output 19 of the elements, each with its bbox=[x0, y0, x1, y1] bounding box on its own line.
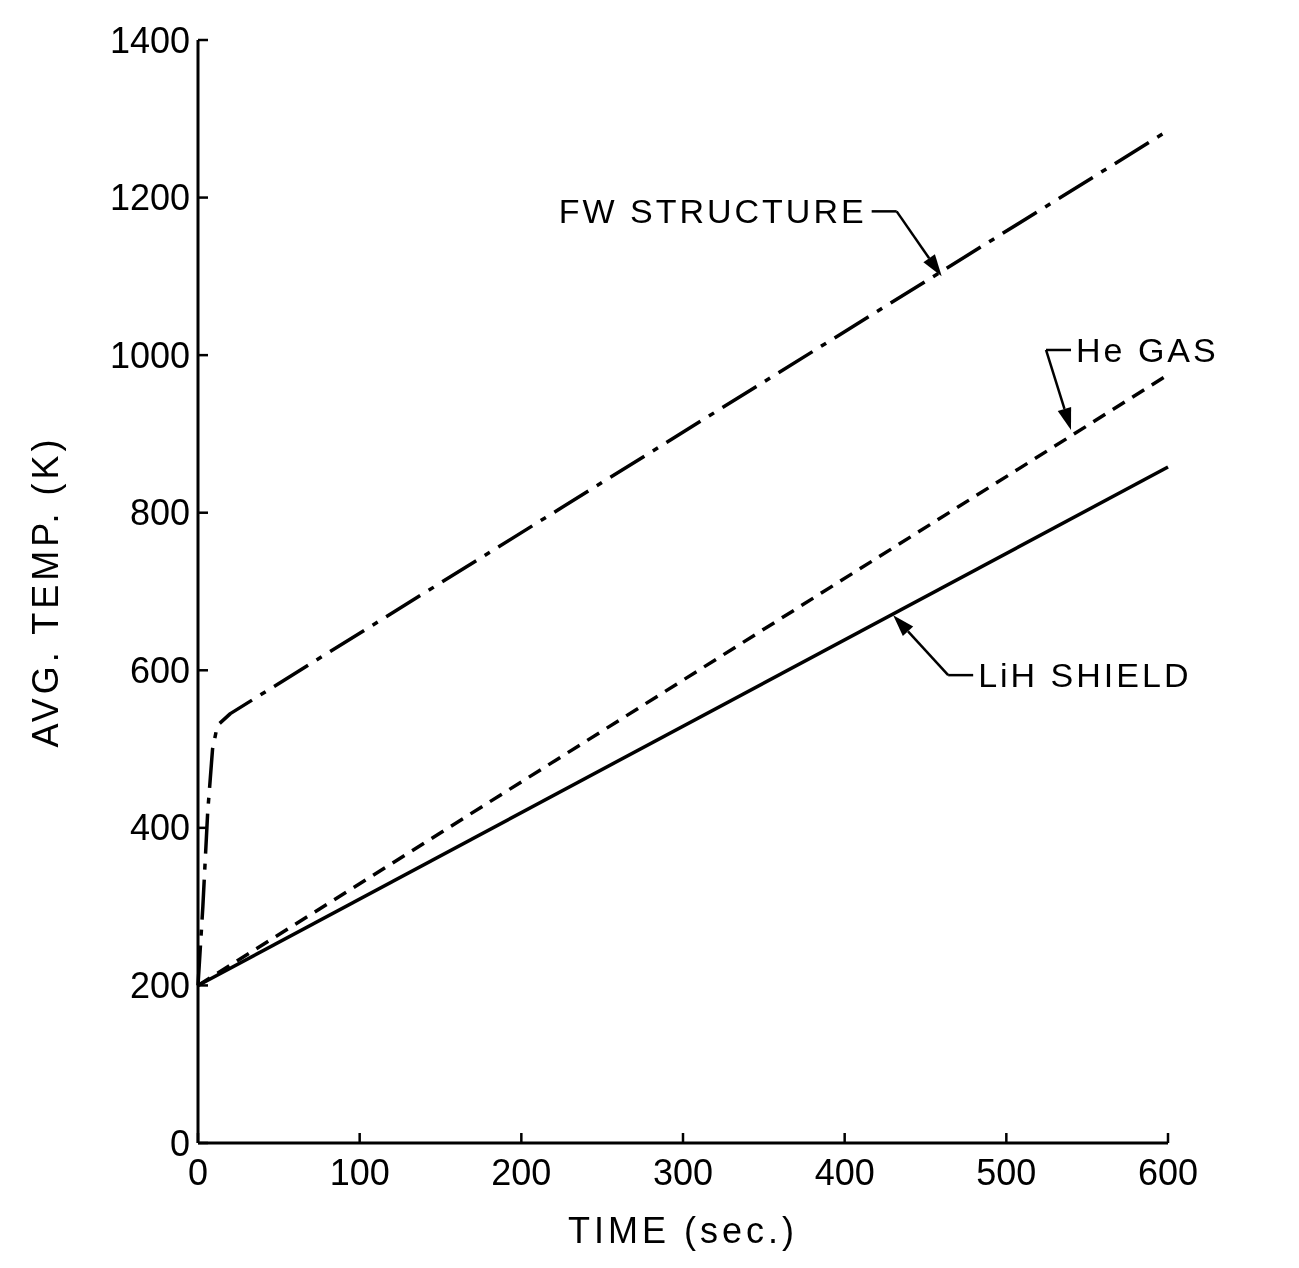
y-tick-label: 200 bbox=[129, 965, 190, 1007]
y-axis-title: AVG. TEMP. (K) bbox=[25, 435, 66, 748]
y-tick-label: 600 bbox=[129, 649, 190, 691]
x-axis-title: TIME (sec.) bbox=[568, 1210, 798, 1251]
annotation: FW STRUCTURE bbox=[558, 192, 867, 231]
x-tick-label: 400 bbox=[814, 1152, 875, 1193]
y-tick-label: 1200 bbox=[109, 177, 190, 219]
x-tick-label: 100 bbox=[329, 1152, 390, 1193]
annotation: He GAS bbox=[1076, 330, 1219, 369]
x-tick-label: 600 bbox=[1137, 1152, 1199, 1193]
annotation: LiH SHIELD bbox=[978, 656, 1192, 695]
y-tick-label: 0 bbox=[169, 1122, 190, 1164]
y-tick-label: 1000 bbox=[109, 334, 190, 376]
x-tick-label: 300 bbox=[652, 1152, 714, 1193]
y-tick-label: 400 bbox=[129, 807, 190, 849]
y-tick-label: 800 bbox=[129, 492, 190, 534]
x-tick-label: 200 bbox=[491, 1152, 552, 1193]
y-tick-label: 1400 bbox=[109, 19, 190, 61]
x-tick-label: 500 bbox=[976, 1152, 1037, 1193]
